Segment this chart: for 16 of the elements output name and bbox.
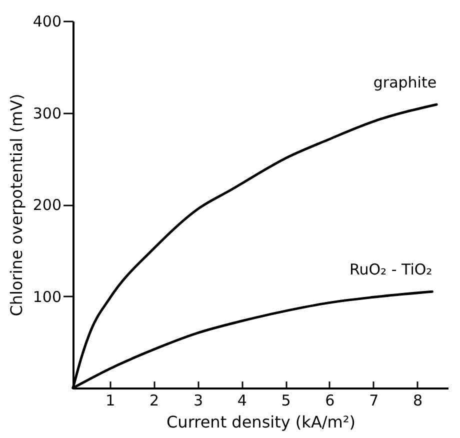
x-tick-label: 2: [150, 392, 160, 410]
x-tick-label: 5: [281, 392, 291, 410]
x-tick-label: 4: [237, 392, 247, 410]
series-label: graphite: [373, 73, 437, 92]
x-tick-label: 3: [193, 392, 203, 410]
x-axis-title: Current density (kA/m²): [166, 412, 356, 432]
x-tick-label: 8: [412, 392, 423, 410]
y-axis-title: Chlorine overpotential (mV): [6, 94, 26, 316]
x-tick-label: 1: [106, 392, 116, 410]
y-tick-label: 100: [32, 288, 62, 306]
x-tick-label: 7: [369, 392, 379, 410]
y-tick-label: 200: [32, 196, 62, 214]
y-tick-label: 300: [32, 104, 62, 122]
y-tick-label: 400: [32, 12, 62, 30]
x-tick-label: 6: [325, 392, 335, 410]
series-label: RuO₂ - TiO₂: [349, 260, 432, 279]
